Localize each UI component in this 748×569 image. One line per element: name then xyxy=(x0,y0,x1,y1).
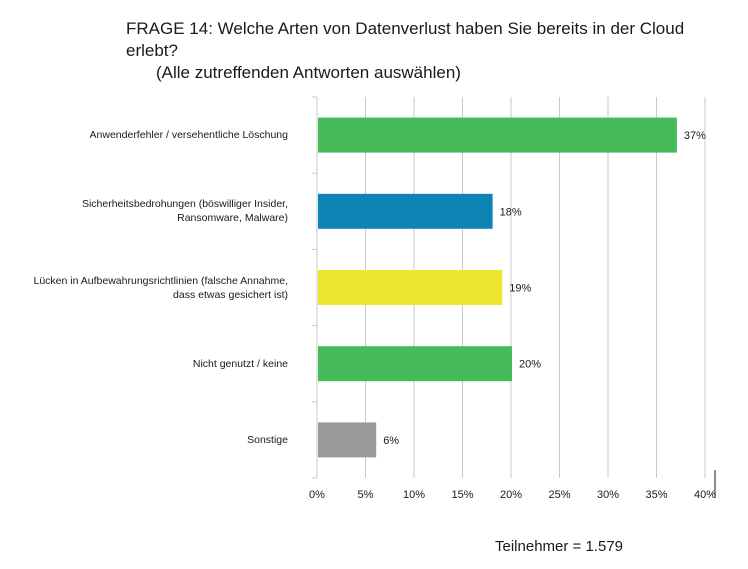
x-tick-label: 20% xyxy=(500,489,522,501)
bar-4 xyxy=(318,346,512,382)
category-label: Sicherheitsbedrohungen (böswilliger Insi… xyxy=(18,197,288,225)
category-label-line: Ransomware, Malware) xyxy=(177,212,288,225)
bar-value-label: 6% xyxy=(383,435,399,447)
category-label-line: dass etwas gesichert ist) xyxy=(173,288,288,301)
chart-title: FRAGE 14: Welche Arten von Datenverlust … xyxy=(126,18,736,84)
chart-title-line1: FRAGE 14: Welche Arten von Datenverlust … xyxy=(126,19,685,60)
category-label-line: Anwenderfehler / versehentliche Löschung xyxy=(89,129,288,142)
bar-2 xyxy=(318,193,493,229)
x-tick-label: 15% xyxy=(451,489,473,501)
category-label: Sonstige xyxy=(18,433,288,447)
bar-value-label: 18% xyxy=(500,206,522,218)
category-label-line: Sonstige xyxy=(247,433,288,446)
bar-1 xyxy=(318,117,677,153)
bar-value-label: 19% xyxy=(509,283,531,295)
x-tick-label: 0% xyxy=(309,489,325,501)
category-label: Anwenderfehler / versehentliche Löschung xyxy=(18,128,288,142)
x-tick-label: 25% xyxy=(548,489,570,501)
x-tick-label: 35% xyxy=(645,489,667,501)
participant-count: Teilnehmer = 1.579 xyxy=(495,538,623,555)
category-label-line: Nicht genutzt / keine xyxy=(192,357,288,370)
bar-value-label: 20% xyxy=(519,359,541,371)
x-tick-label: 30% xyxy=(597,489,619,501)
bar-5 xyxy=(318,422,377,458)
category-label: Nicht genutzt / keine xyxy=(18,357,288,371)
x-tick-label: 5% xyxy=(358,489,374,501)
bar-value-label: 37% xyxy=(684,130,706,142)
category-label: Lücken in Aufbewahrungsrichtlinien (fals… xyxy=(18,274,289,302)
bar-3 xyxy=(318,270,503,305)
category-label-line: Lücken in Aufbewahrungsrichtlinien (fals… xyxy=(33,274,289,287)
chart-title-line2: (Alle zutreffenden Antworten auswählen) xyxy=(156,63,461,82)
category-label-line: Sicherheitsbedrohungen (böswilliger Insi… xyxy=(81,198,288,211)
x-tick-label: 10% xyxy=(403,489,425,501)
x-tick-label: 40% xyxy=(694,489,716,501)
